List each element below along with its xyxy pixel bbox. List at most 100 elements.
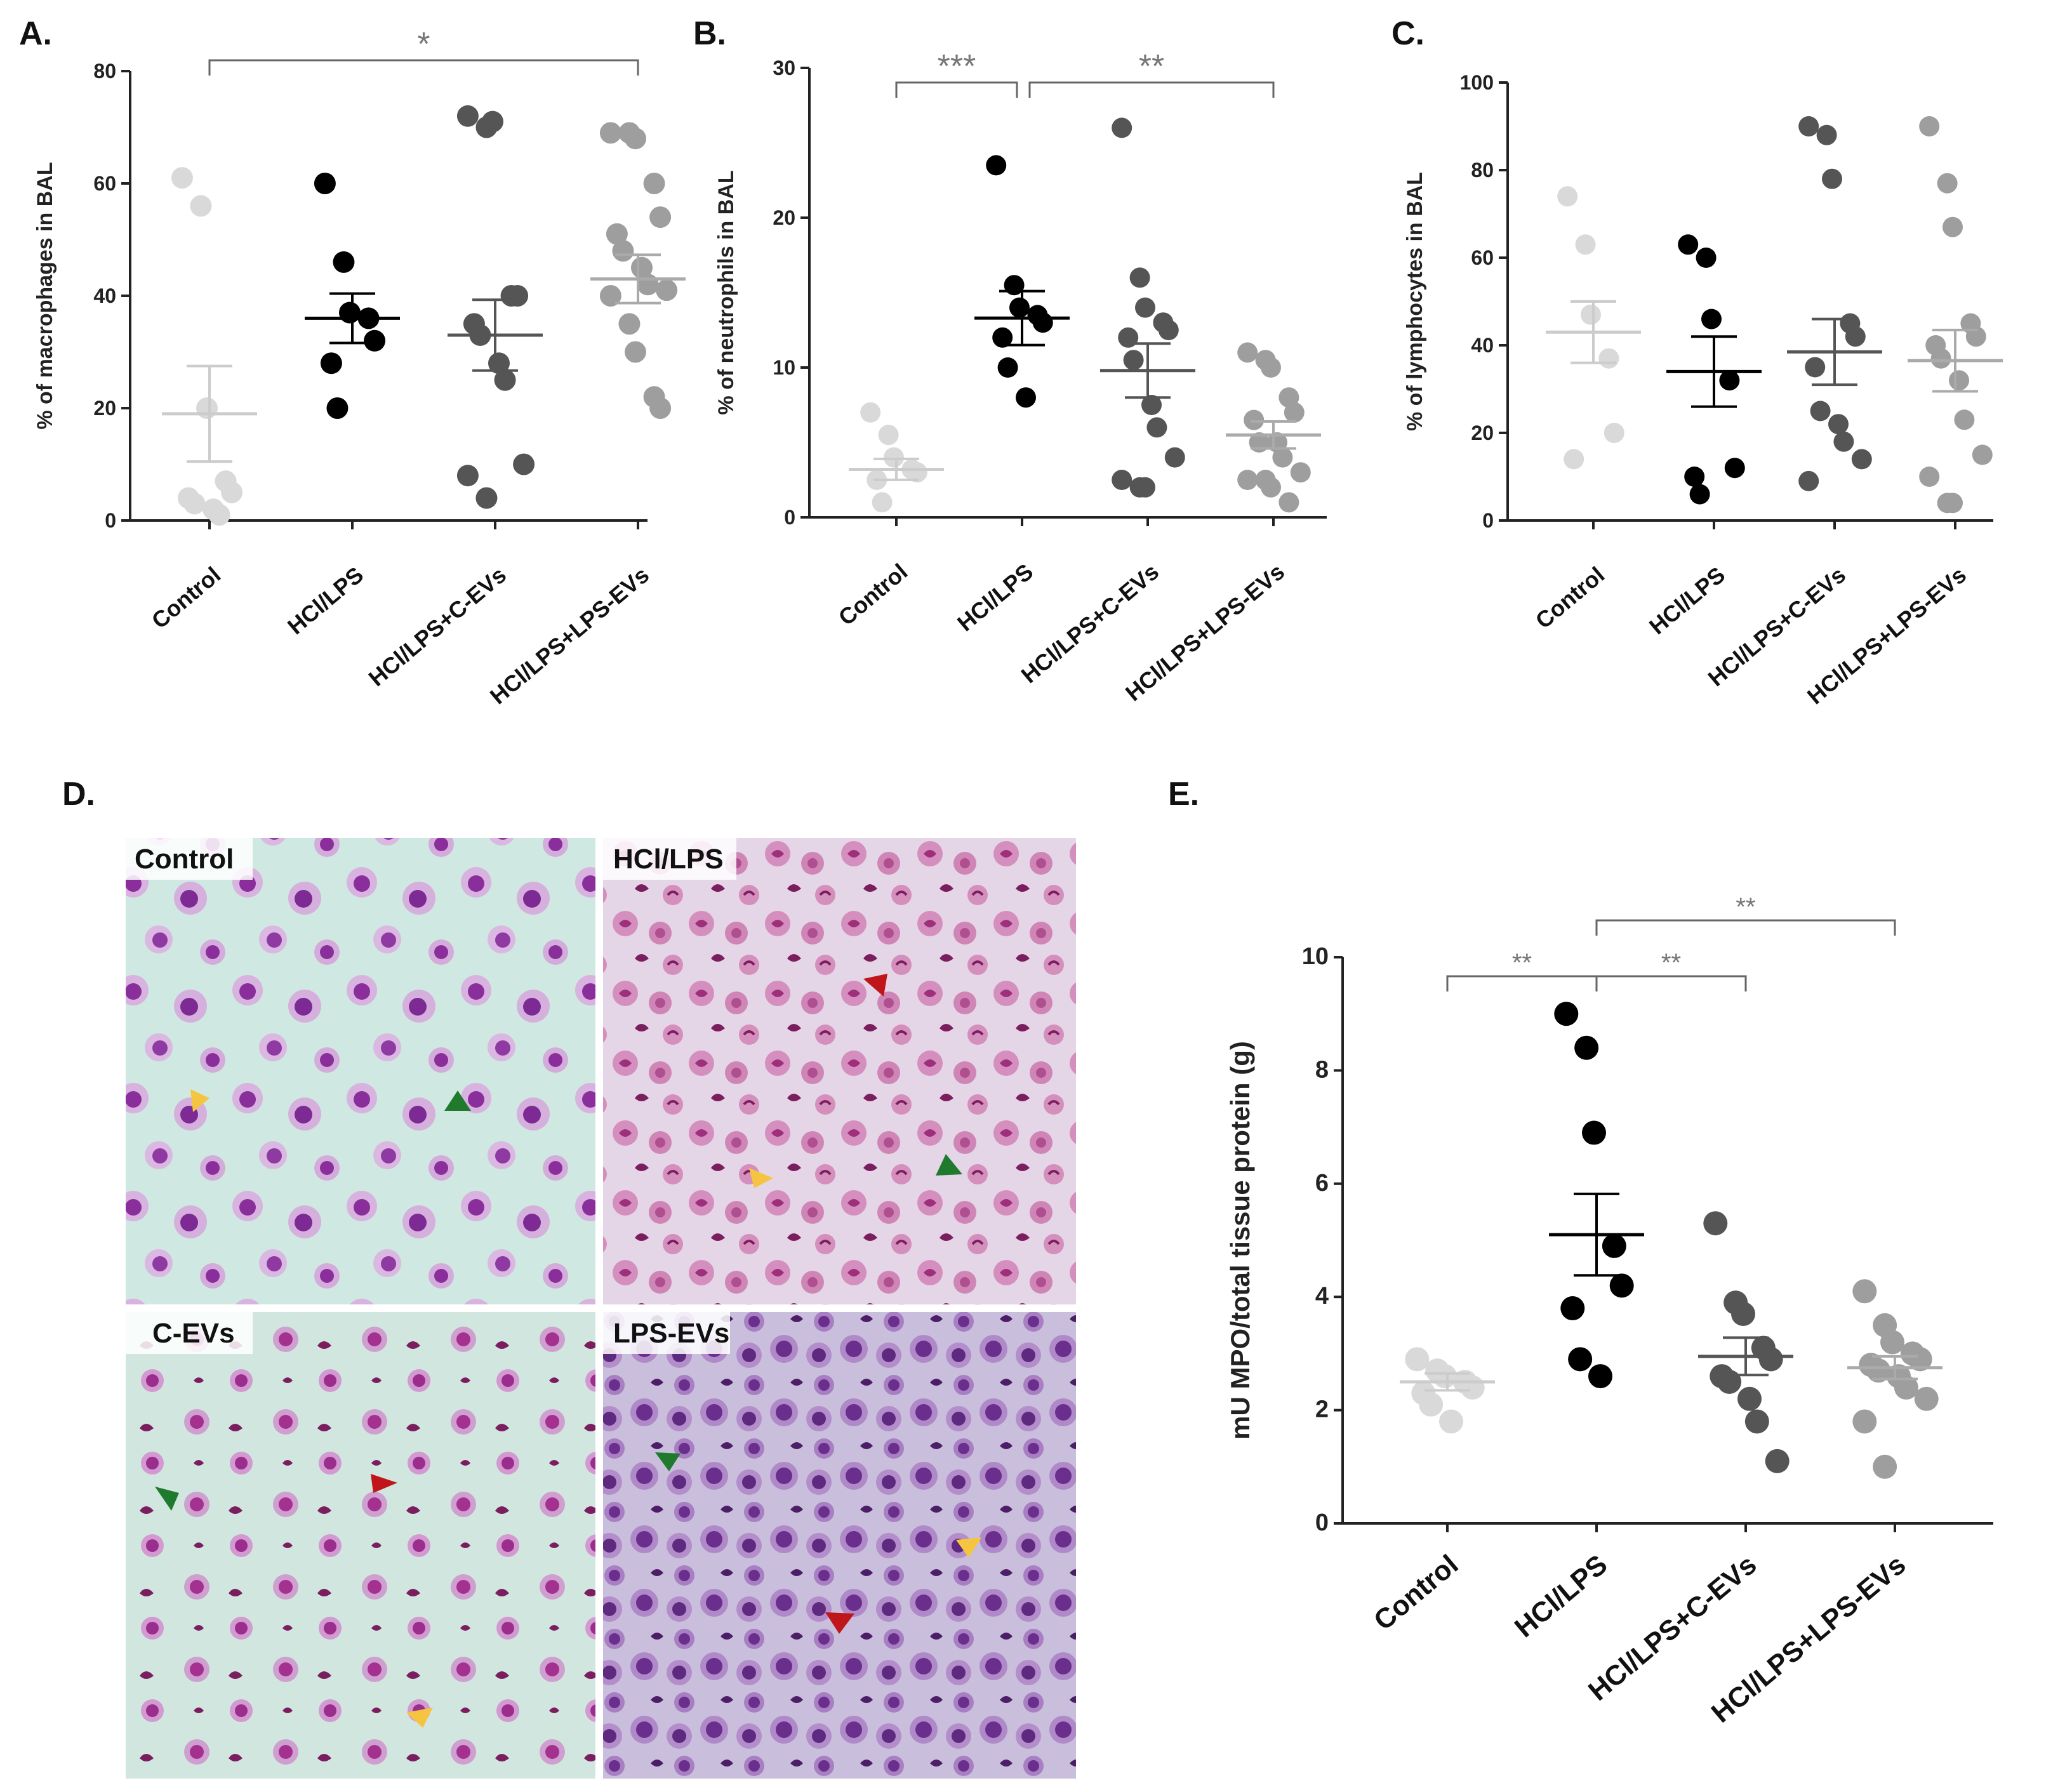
data-point	[1237, 470, 1258, 490]
panel-label-c: C.	[1391, 15, 1424, 52]
y-tick-label: 40	[93, 284, 116, 307]
data-point	[1581, 304, 1601, 325]
data-point	[872, 492, 893, 513]
y-tick-label: 0	[105, 509, 116, 532]
data-point	[878, 425, 899, 446]
y-axis-label: % of neutrophils in BAL	[714, 170, 738, 414]
data-point	[1822, 168, 1842, 189]
data-point	[1866, 1358, 1891, 1383]
data-point	[1765, 1449, 1790, 1473]
data-point	[656, 279, 678, 302]
micrograph-label-lps-evs: LPS-EVs	[613, 1318, 729, 1349]
data-point	[1135, 297, 1155, 318]
significance-bracket	[895, 81, 1018, 98]
significance-label: ***	[938, 48, 976, 85]
significance-bracket	[1446, 975, 1598, 991]
data-point	[456, 465, 479, 487]
yellow-arrow-marker	[956, 1537, 981, 1558]
data-point	[1942, 493, 1963, 514]
data-point	[1278, 492, 1299, 513]
x-category-label: Control	[1368, 1549, 1464, 1636]
chart-a-macrophages: 0 20 40 60 80 % of macrophages in BAL Control H…	[33, 26, 686, 709]
data-point	[643, 173, 665, 194]
data-point	[475, 487, 498, 509]
data-point	[221, 481, 243, 503]
data-point	[1914, 1386, 1939, 1411]
data-point	[1949, 370, 1969, 391]
data-point	[1972, 444, 1993, 465]
data-point	[1744, 1409, 1769, 1434]
data-point	[1805, 357, 1826, 378]
chart-c-lymphocytes: 0 20 40 60 80 100 % of lymphocytes in BAL Contr…	[1403, 71, 2003, 709]
data-point	[1460, 1375, 1485, 1400]
data-point	[1833, 431, 1854, 452]
data-point	[618, 313, 641, 335]
data-point	[1696, 248, 1717, 268]
y-tick-label: 60	[1471, 246, 1494, 269]
micrograph-lps-evs	[603, 1312, 1076, 1779]
micrograph-grid: Control HCl/LPS C-EVs LPS-EVs	[126, 838, 1076, 1779]
panel-label-a: A.	[19, 15, 52, 52]
y-tick-label: 6	[1315, 1170, 1329, 1197]
data-point	[992, 327, 1013, 348]
data-point	[612, 240, 634, 262]
data-point	[649, 397, 672, 419]
data-point	[1737, 1386, 1762, 1411]
data-point	[1557, 186, 1578, 207]
x-category-label: Control	[1531, 562, 1609, 634]
y-tick-label: 10	[1302, 943, 1329, 970]
data-point	[320, 352, 342, 375]
y-tick-label: 100	[1460, 71, 1494, 94]
significance-label: **	[1139, 48, 1164, 85]
data-point	[1261, 357, 1281, 378]
data-point	[1129, 267, 1150, 288]
data-point	[1560, 1296, 1585, 1321]
data-point	[1731, 1301, 1755, 1326]
red-arrow-marker	[371, 1474, 397, 1493]
significance-label: **	[1736, 893, 1755, 921]
data-point	[494, 369, 516, 391]
y-tick-label: 2	[1315, 1396, 1329, 1423]
data-point	[625, 341, 646, 363]
data-point	[1942, 216, 1963, 237]
data-point	[1564, 449, 1584, 470]
data-point	[208, 504, 230, 526]
data-point	[1810, 401, 1831, 421]
data-point	[1272, 447, 1293, 468]
micrograph-c-evs	[126, 1312, 595, 1779]
y-tick-label: 8	[1315, 1056, 1329, 1083]
data-point	[1141, 395, 1162, 415]
data-point	[860, 402, 881, 423]
data-point	[1701, 308, 1722, 329]
data-point	[1009, 297, 1030, 318]
data-point	[637, 274, 659, 296]
chart-e-mpo: 0 2 4 6 8 10 mU MPO/total tissue protein (g) Co…	[1225, 893, 1993, 1729]
y-tick-label: 60	[93, 172, 116, 195]
data-point	[314, 173, 336, 194]
data-point	[1880, 1330, 1904, 1355]
data-point	[1574, 1035, 1599, 1060]
data-point	[1919, 467, 1940, 487]
micrograph-control	[126, 838, 595, 1304]
data-point	[1604, 423, 1624, 443]
data-point	[1146, 417, 1167, 438]
x-category-label: HCl/LPS+LPS-EVs	[485, 562, 654, 710]
data-point	[1419, 1392, 1444, 1417]
y-tick-label: 0	[1482, 509, 1494, 532]
data-point	[1851, 449, 1872, 470]
x-category-label: Control	[147, 562, 225, 634]
significance-bracket	[208, 59, 639, 76]
data-point	[1609, 1273, 1634, 1298]
data-point	[1703, 1211, 1728, 1236]
data-point	[1261, 477, 1281, 498]
data-point	[1582, 1120, 1606, 1145]
data-point	[1717, 1370, 1742, 1394]
x-category-label: HCl/LPS	[282, 562, 368, 640]
data-point	[1554, 1002, 1579, 1026]
data-point	[1954, 409, 1975, 430]
y-tick-label: 20	[773, 206, 795, 229]
data-point	[1919, 116, 1940, 136]
data-point	[183, 493, 206, 515]
y-tick-label: 0	[1315, 1509, 1329, 1536]
